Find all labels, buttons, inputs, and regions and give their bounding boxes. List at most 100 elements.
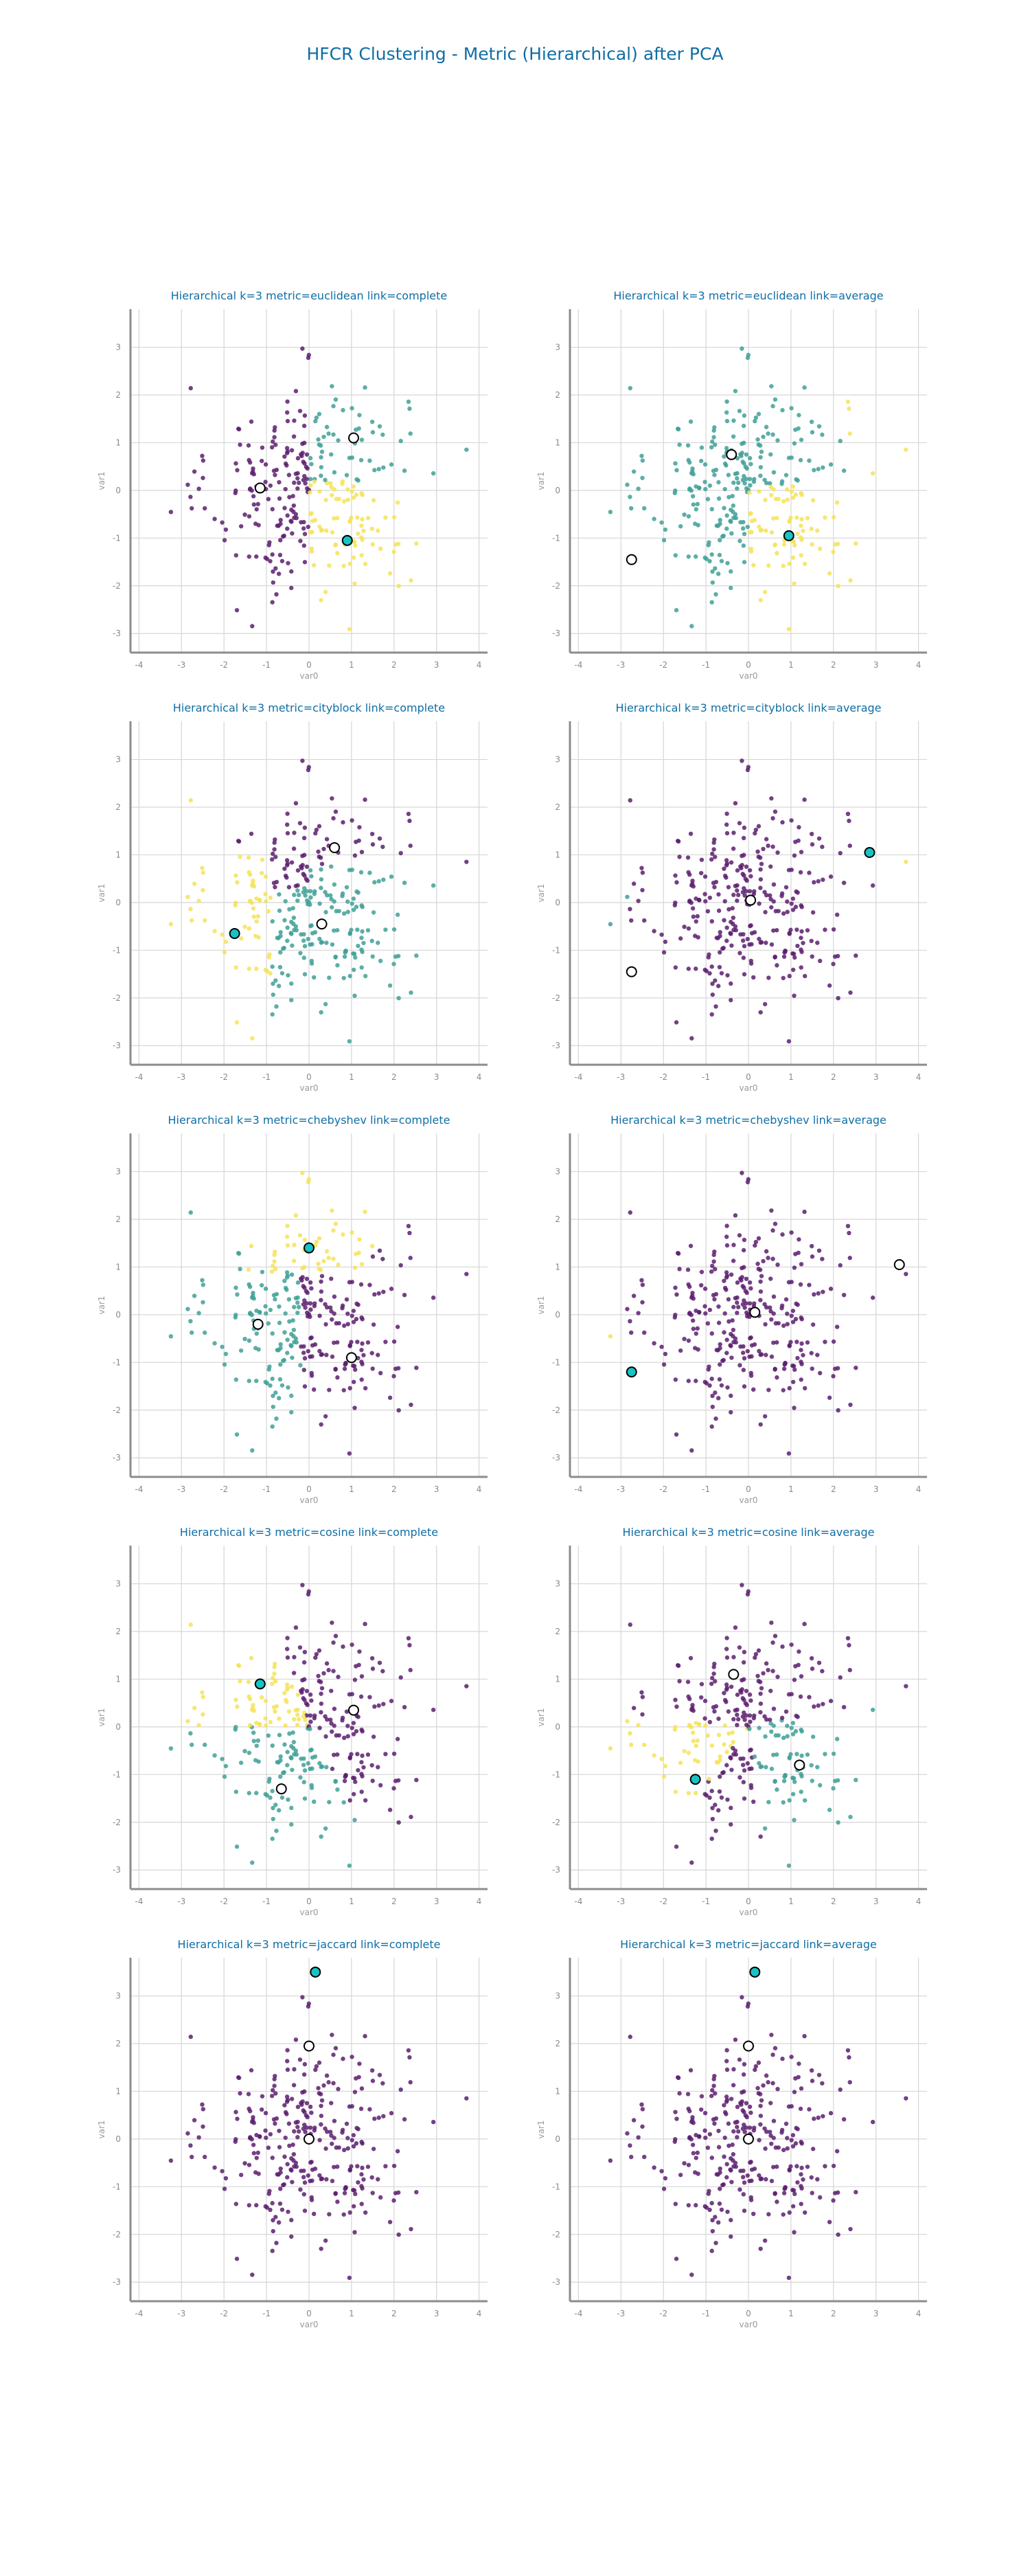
data-point (775, 551, 779, 556)
data-point (687, 1311, 692, 1315)
data-point (247, 1694, 251, 1699)
data-point (289, 1410, 294, 1415)
data-point (309, 874, 314, 879)
data-point (689, 1860, 694, 1865)
data-point (743, 1701, 748, 1706)
data-point (805, 1752, 810, 1757)
data-point (742, 1384, 747, 1389)
data-point (271, 2217, 275, 2223)
data-point (369, 1351, 374, 1355)
data-point (285, 811, 290, 816)
data-point (271, 1816, 275, 1822)
data-point (352, 1818, 357, 1822)
data-point (640, 870, 645, 875)
data-point (755, 2086, 760, 2090)
data-point (223, 939, 229, 945)
data-point (711, 435, 716, 440)
data-point (333, 2046, 339, 2050)
data-point (731, 1717, 736, 1721)
data-point (790, 2204, 796, 2208)
x-tick-label: -1 (262, 2309, 271, 2318)
data-point (319, 2113, 324, 2119)
y-tick-label: -2 (113, 1405, 121, 1415)
data-point (360, 2141, 365, 2146)
data-point (758, 2177, 763, 2182)
data-point (272, 1664, 277, 1669)
data-point (820, 1669, 825, 1673)
data-point (725, 1797, 730, 1802)
x-axis-label: var0 (299, 1908, 318, 1917)
data-point (789, 1642, 794, 1647)
data-point (769, 493, 774, 497)
data-point (781, 1735, 786, 1741)
data-point (353, 543, 358, 548)
data-point (254, 554, 259, 559)
data-point (838, 850, 843, 856)
x-tick-label: 1 (349, 660, 354, 670)
data-point (300, 2099, 305, 2104)
data-point (809, 2175, 814, 2180)
data-point (335, 551, 340, 556)
x-tick-label: -2 (659, 1897, 667, 1906)
data-point (356, 943, 360, 949)
data-point (319, 2103, 323, 2108)
data-point (300, 1583, 305, 1588)
data-point (724, 1682, 729, 1687)
data-point (369, 831, 375, 837)
data-point (724, 1337, 729, 1342)
data-point (302, 1384, 308, 1389)
x-tick-label: 2 (831, 2309, 836, 2318)
x-tick-label: 4 (477, 660, 482, 670)
data-point (731, 480, 736, 485)
data-point (360, 1362, 365, 1366)
data-point (365, 1752, 371, 1757)
y-tick-label: -2 (552, 1818, 560, 1827)
data-point (674, 1844, 679, 1849)
data-point (357, 1237, 362, 1242)
data-point (724, 526, 729, 531)
data-point (713, 591, 718, 597)
data-point (266, 497, 271, 501)
data-point (731, 1304, 736, 1309)
data-point (321, 434, 326, 440)
data-point (805, 2165, 810, 2169)
data-point (747, 477, 753, 482)
data-point (289, 981, 294, 986)
data-point (292, 1304, 297, 1309)
data-point (799, 1789, 803, 1794)
data-point (273, 2215, 278, 2219)
data-point (220, 932, 225, 937)
data-point (794, 2164, 799, 2169)
data-point (350, 901, 354, 906)
data-point (273, 2091, 278, 2096)
data-point (832, 2191, 838, 2195)
data-point (317, 1648, 322, 1653)
data-point (758, 1834, 763, 1839)
data-point (904, 1272, 908, 1276)
data-point (273, 566, 278, 571)
data-point (341, 1232, 345, 1237)
data-point (769, 1208, 774, 1213)
data-point (350, 1313, 354, 1318)
data-point (255, 501, 260, 507)
data-point (673, 461, 678, 466)
data-point (389, 874, 394, 879)
data-point (314, 1651, 319, 1657)
data-point (631, 1293, 637, 1298)
data-point (272, 1671, 277, 1676)
data-point (370, 842, 376, 847)
data-point (319, 1353, 323, 1357)
data-point (283, 2135, 288, 2140)
data-point (389, 1699, 394, 1704)
data-point (271, 2228, 275, 2234)
data-point (273, 1297, 277, 1302)
data-point (724, 2059, 729, 2064)
data-point (691, 1739, 696, 1743)
data-point (726, 1297, 731, 1302)
data-point (278, 2166, 283, 2171)
data-point (831, 2198, 836, 2203)
data-point (688, 831, 694, 836)
data-point (277, 1304, 282, 1309)
data-point (277, 1377, 283, 1382)
data-point (642, 2154, 647, 2160)
